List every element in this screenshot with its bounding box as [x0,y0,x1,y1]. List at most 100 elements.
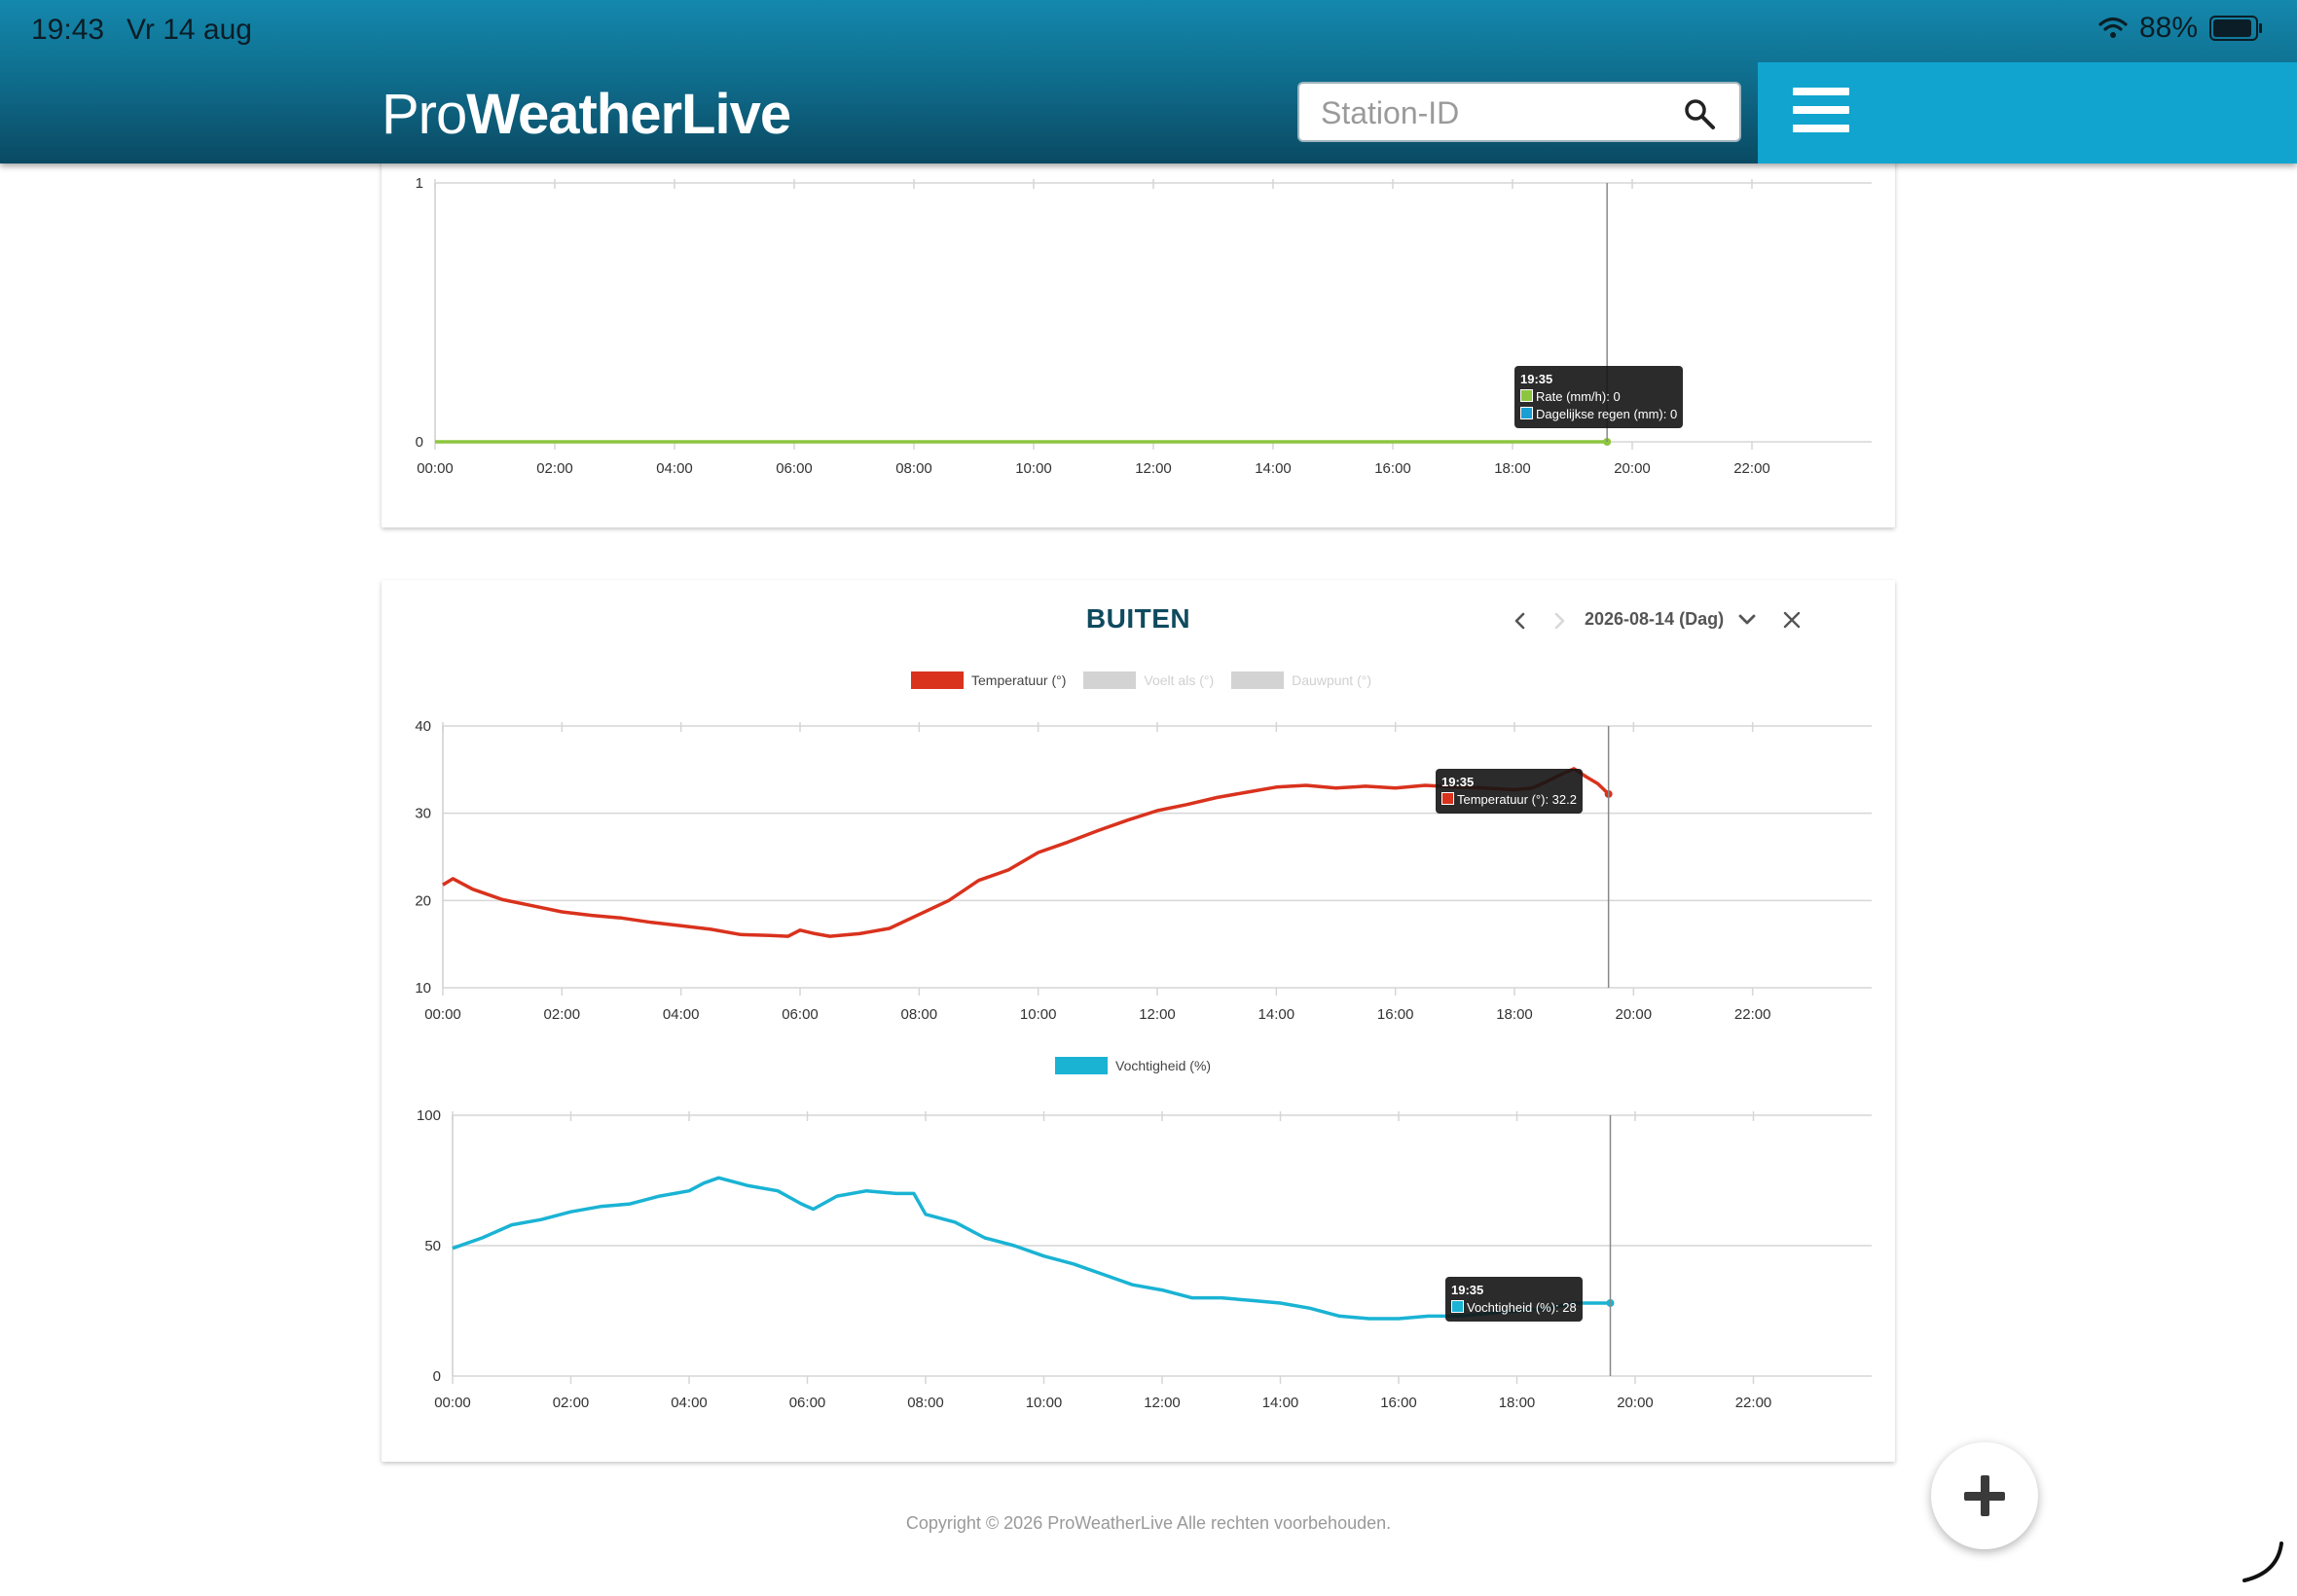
x-tick-label: 06:00 [789,1395,826,1411]
x-tick-label: 16:00 [1380,1395,1417,1411]
y-tick-label: 0 [416,434,423,451]
legend-label: Voelt als (°) [1144,672,1215,688]
tooltip-daily-rain: Dagelijkse regen (mm): 0 [1536,407,1678,421]
battery-icon [2209,16,2262,41]
tooltip-temperature: Temperatuur (°): 32.2 [1457,792,1577,807]
x-tick-label: 04:00 [663,1006,700,1023]
x-tick-label: 12:00 [1139,1006,1176,1023]
x-tick-label: 18:00 [1494,460,1531,477]
x-tick-label: 14:00 [1255,460,1292,477]
y-tick-label: 40 [415,718,431,735]
x-tick-label: 22:00 [1734,1006,1771,1023]
x-tick-label: 06:00 [782,1006,819,1023]
legend-swatch [1231,671,1285,689]
x-tick-label: 02:00 [536,460,573,477]
x-tick-label: 12:00 [1135,460,1172,477]
x-tick-label: 14:00 [1262,1395,1299,1411]
tooltip-rate: Rate (mm/h): 0 [1536,389,1621,404]
x-tick-label: 10:00 [1026,1395,1063,1411]
legend-item[interactable]: Voelt als (°) [1083,671,1214,689]
chevron-down-icon[interactable] [1736,609,1758,631]
legend-label: Dauwpunt (°) [1292,672,1372,688]
legend-item[interactable]: Temperatuur (°) [911,671,1066,689]
legend-swatch [1055,1057,1108,1074]
logo-pro-text: Pro [382,83,467,146]
x-tick-label: 14:00 [1258,1006,1295,1023]
station-search [1297,82,1741,142]
x-tick-label: 12:00 [1144,1395,1181,1411]
tooltip-time: 19:35 [1441,775,1475,789]
y-tick-label: 20 [415,892,431,909]
copyright-text: Copyright © 2026 ProWeatherLive Alle rec… [905,1513,1392,1533]
y-tick-label: 1 [416,175,423,192]
y-tick-label: 0 [433,1368,441,1385]
station-id-input[interactable] [1319,90,1673,136]
search-icon[interactable] [1683,97,1716,130]
x-tick-label: 02:00 [544,1006,581,1023]
battery-percentage: 88% [2138,12,2198,44]
x-tick-label: 10:00 [1020,1006,1057,1023]
next-day-button[interactable] [1548,609,1571,633]
status-date: Vr 14 aug [127,14,252,46]
rain-tooltip: 19:35 Rate (mm/h): 0 Dagelijkse regen (m… [1514,366,1684,428]
x-tick-label: 10:00 [1015,460,1052,477]
x-tick-label: 04:00 [656,460,693,477]
series-line [452,1176,1611,1321]
x-tick-label: 22:00 [1735,1395,1772,1411]
series-line [442,767,1610,938]
tooltip-time: 19:35 [1520,372,1553,386]
x-tick-label: 20:00 [1616,1006,1653,1023]
x-tick-label: 06:00 [776,460,813,477]
x-tick-label: 08:00 [895,460,932,477]
humidity-chart[interactable]: 0 50 100 00:00 02:00 04:00 06:00 08:00 10:00 12:0… [382,1096,1895,1456]
x-tick-label: 16:00 [1374,460,1411,477]
temperature-tooltip: 19:35 Temperatuur (°): 32.2 [1436,769,1583,814]
legend-item[interactable]: Dauwpunt (°) [1231,671,1371,689]
humidity-tooltip: 19:35 Vochtigheid (%): 28 [1445,1277,1583,1322]
x-tick-label: 02:00 [553,1395,590,1411]
x-tick-label: 08:00 [901,1006,938,1023]
tooltip-humidity: Vochtigheid (%): 28 [1467,1300,1577,1315]
tooltip-time: 19:35 [1451,1283,1484,1297]
previous-day-button[interactable] [1509,609,1532,633]
x-tick-label: 08:00 [907,1395,944,1411]
legend-swatch [1083,671,1137,689]
x-tick-label: 18:00 [1499,1395,1536,1411]
status-indicators: 88% [2098,12,2262,45]
legend-swatch [911,671,964,689]
logo-weatherlive-text: WeatherLive [466,83,791,146]
legend-label: Vochtigheid (%) [1115,1058,1212,1073]
temperature-legend: Temperatuur (°) Voelt als (°) Dauwpunt (°) [911,671,1381,689]
status-time: 19:43 [31,14,105,46]
x-tick-label: 00:00 [417,460,454,477]
x-tick-label: 22:00 [1733,460,1770,477]
temperature-swatch [1441,792,1454,805]
rate-swatch [1520,389,1533,402]
y-tick-label: 10 [415,980,431,997]
humidity-legend: Vochtigheid (%) [1055,1057,1221,1074]
legend-item[interactable]: Vochtigheid (%) [1055,1057,1211,1074]
close-icon[interactable] [1781,609,1803,631]
card-title: BUITEN [1085,603,1191,634]
x-tick-label: 04:00 [671,1395,708,1411]
x-tick-label: 20:00 [1617,1395,1654,1411]
rain-chart[interactable]: 0 1 00:00 02:00 04:00 06:00 08:00 10:00 12:00 14:… [382,117,1895,527]
menu-button[interactable] [1758,62,2297,163]
y-tick-label: 50 [424,1238,441,1254]
hamburger-menu-icon [1793,88,1849,138]
wifi-icon [2098,17,2128,38]
daily-rain-swatch [1520,407,1533,419]
y-tick-label: 30 [415,806,431,822]
legend-label: Temperatuur (°) [971,672,1067,688]
app-logo[interactable]: ProWeatherLive [382,82,791,147]
humidity-swatch [1451,1300,1464,1313]
add-widget-button[interactable] [1931,1442,2038,1549]
y-tick-label: 100 [417,1107,441,1124]
date-label[interactable]: 2026-08-14 (Dag) [1585,609,1725,629]
x-tick-label: 16:00 [1377,1006,1414,1023]
x-tick-label: 18:00 [1496,1006,1533,1023]
loading-spinner-icon [2242,1542,2283,1582]
x-tick-label: 00:00 [434,1395,471,1411]
app-header: 19:43 Vr 14 aug 88% ProWeatherLive [0,0,2297,163]
x-tick-label: 20:00 [1614,460,1651,477]
